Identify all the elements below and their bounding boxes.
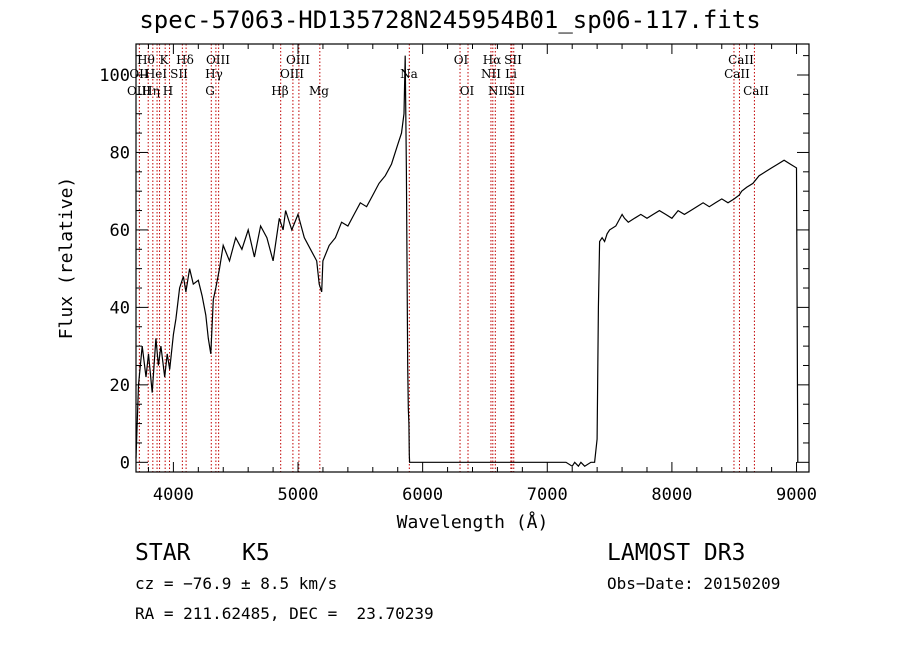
line-label-na: Na: [400, 67, 418, 81]
line-label-caii: CaII: [728, 53, 754, 67]
line-label-sii: SII: [170, 67, 188, 81]
line-label-oiii: OIII: [280, 67, 304, 81]
line-label-g: G: [205, 84, 215, 98]
survey-label: LAMOST DR3: [607, 540, 746, 566]
line-label-oi: OI: [454, 53, 469, 67]
line-label-oi: OI: [460, 84, 475, 98]
spectrum-chart: 4000 5000 6000 7000 8000 9000 0 20 40 60 80 100 Wave…: [56, 43, 817, 533]
y-tick-label: 80: [110, 143, 130, 163]
line-label-hη: Hη: [142, 84, 160, 98]
line-label-nii: NII: [481, 67, 501, 81]
object-subclass: K5: [242, 540, 270, 566]
x-tick-label: 5000: [278, 485, 319, 505]
x-tick-label: 8000: [651, 485, 692, 505]
x-tick-label: 6000: [402, 485, 443, 505]
line-label-nii: NII: [488, 84, 508, 98]
line-label-caii: CaII: [743, 84, 769, 98]
x-axis-label: Wavelength (Å): [397, 511, 549, 533]
y-tick-label: 60: [110, 221, 130, 241]
line-label-li: Li: [505, 67, 517, 81]
y-tick-label: 0: [120, 453, 130, 473]
line-label-sii: SII: [507, 84, 525, 98]
line-label-hei: HeI: [145, 67, 168, 81]
line-label-h: H: [163, 84, 173, 98]
line-label-caii: CaII: [724, 67, 750, 81]
object-class: STAR: [135, 540, 191, 566]
line-label-hα: Hα: [483, 53, 502, 67]
line-label-hβ: Hβ: [271, 84, 288, 98]
x-tick-label: 7000: [527, 485, 568, 505]
y-tick-label: 20: [110, 376, 130, 396]
line-label-sii: SII: [504, 53, 522, 67]
line-label-hγ: Hγ: [205, 67, 223, 81]
line-label-oiii: OIII: [286, 53, 310, 67]
line-label-hδ: Hδ: [176, 53, 194, 67]
spectrum-line: [135, 55, 799, 468]
line-label-oii: OII: [129, 67, 149, 81]
y-axis-label: Flux (relative): [56, 177, 77, 340]
line-label-oiii: OIII: [127, 84, 151, 98]
line-label-mg: Mg: [309, 84, 329, 98]
obs-date: Obs−Date: 20150209: [607, 574, 781, 593]
coordinates: RA = 211.62485, DEC = 23.70239: [135, 604, 434, 623]
line-label-k: K: [160, 53, 170, 67]
y-tick-label: 40: [110, 298, 130, 318]
line-label-hθ: Hθ: [137, 53, 155, 67]
chart-title: spec-57063-HD135728N245954B01_sp06-117.f…: [139, 6, 761, 34]
y-tick-label: 100: [99, 66, 130, 86]
line-label-oiii: OIII: [206, 53, 230, 67]
plot-frame: [135, 43, 810, 473]
x-tick-label: 4000: [153, 485, 194, 505]
redshift-readout: cz = −76.9 ± 8.5 km/s: [135, 574, 338, 593]
x-tick-label: 9000: [776, 485, 817, 505]
